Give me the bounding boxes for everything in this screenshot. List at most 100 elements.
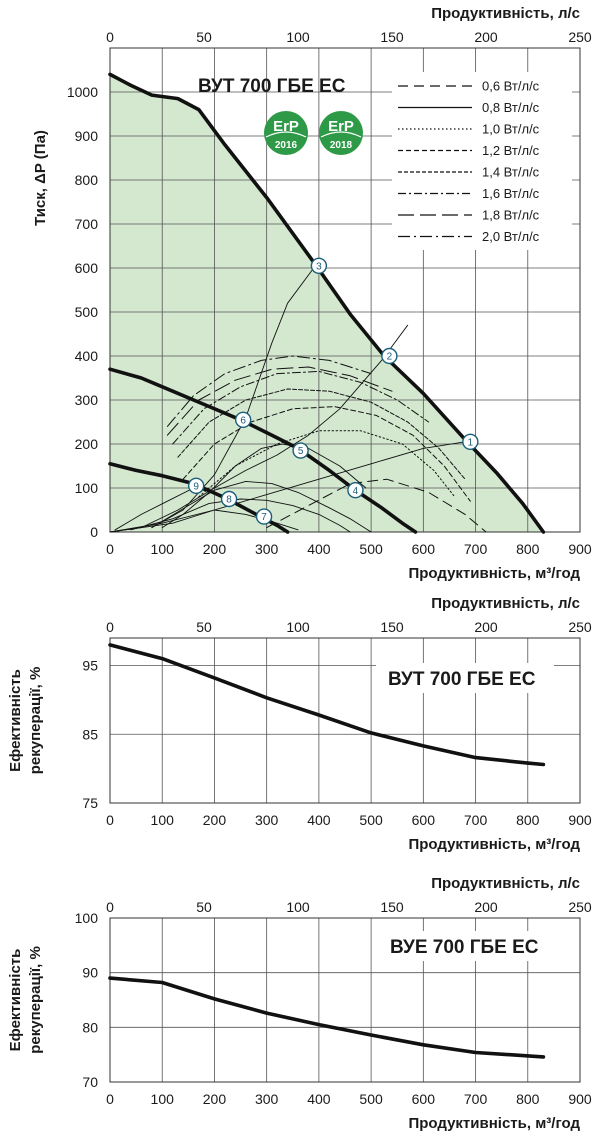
x2-tick-label: 200 bbox=[474, 29, 498, 45]
erp-badge-text: ErP bbox=[328, 118, 354, 135]
x2-tick-label: 250 bbox=[568, 899, 592, 915]
x-tick-label: 400 bbox=[307, 541, 331, 557]
legend-label: 1,6 Вт/л/с bbox=[482, 186, 540, 201]
operating-point-marker bbox=[234, 411, 252, 428]
x-tick-label: 300 bbox=[255, 541, 279, 557]
legend-label: 1,0 Вт/л/с bbox=[482, 122, 540, 137]
operating-point-label: 3 bbox=[316, 261, 322, 272]
x-tick-label: 400 bbox=[307, 1091, 331, 1107]
series-line-9 bbox=[161, 443, 367, 529]
y-tick-label: 700 bbox=[75, 216, 99, 232]
plot-frame bbox=[109, 637, 581, 804]
operating-point-label: 8 bbox=[226, 495, 232, 506]
operating-point-label: 9 bbox=[193, 481, 199, 492]
series-line-15 bbox=[177, 388, 466, 480]
y-tick-label: 600 bbox=[75, 260, 99, 276]
y-tick-label: 500 bbox=[75, 304, 99, 320]
x2-tick-label: 150 bbox=[380, 899, 404, 915]
series-line-1 bbox=[108, 643, 546, 767]
legend-label: 1,8 Вт/л/с bbox=[482, 208, 540, 223]
x2-axis-label: Продуктивність, л/с bbox=[431, 875, 580, 892]
y-tick-label: 400 bbox=[75, 348, 99, 364]
chart-title: ВУТ 700 ГБЕ ЕС bbox=[198, 76, 346, 97]
x2-tick-label: 0 bbox=[106, 619, 114, 635]
x2-tick-label: 100 bbox=[286, 619, 310, 635]
x-tick-label: 700 bbox=[464, 812, 488, 828]
y-tick-label: 0 bbox=[90, 524, 98, 540]
series-line-2 bbox=[108, 367, 418, 534]
legend-label: 0,6 Вт/л/с bbox=[482, 79, 540, 94]
series-line-13 bbox=[198, 430, 456, 498]
operating-point-label: 1 bbox=[468, 437, 474, 448]
operating-point-marker bbox=[292, 442, 309, 459]
series-line-16 bbox=[172, 370, 430, 445]
x2-tick-label: 50 bbox=[196, 619, 212, 635]
plot-frame bbox=[109, 917, 581, 1083]
chart-title: ВУТ 700 ГБЕ ЕС bbox=[388, 669, 536, 690]
x-tick-label: 900 bbox=[568, 812, 592, 828]
x-tick-label: 200 bbox=[203, 541, 227, 557]
series-line-8 bbox=[109, 509, 299, 533]
x-axis-label: Продуктивність, м³/год bbox=[408, 1115, 580, 1132]
y-tick-label: 85 bbox=[82, 726, 98, 742]
x2-tick-label: 0 bbox=[106, 899, 114, 915]
y-tick-label: 70 bbox=[82, 1074, 98, 1090]
x2-tick-label: 200 bbox=[474, 619, 498, 635]
x-tick-label: 900 bbox=[568, 1091, 592, 1107]
y-axis-label-line2: рекуперації, % bbox=[27, 667, 44, 775]
x-tick-label: 800 bbox=[516, 812, 540, 828]
x-tick-label: 400 bbox=[307, 812, 331, 828]
x-tick-label: 100 bbox=[151, 812, 175, 828]
x-tick-label: 0 bbox=[106, 541, 114, 557]
recovery-efficiency-chart-vue: 0 100 200 300 400 500 600 700 800 900 0 50 100 150 200… bbox=[7, 875, 592, 1132]
operating-point-marker bbox=[381, 347, 398, 365]
operating-point-label: 5 bbox=[298, 446, 304, 457]
series-line-17 bbox=[166, 366, 393, 436]
operating-point-marker bbox=[187, 477, 205, 494]
series-line-18 bbox=[166, 355, 372, 427]
chart-title: ВУЕ 700 ГБЕ ЕС bbox=[390, 937, 539, 958]
working-area-fill bbox=[110, 74, 544, 533]
series-line-11 bbox=[130, 498, 351, 533]
y-tick-label: 80 bbox=[82, 1019, 98, 1035]
series-line-4 bbox=[109, 324, 409, 533]
x-tick-label: 500 bbox=[359, 541, 383, 557]
y-axis-label: Ефективність рекуперації, % bbox=[7, 667, 44, 775]
legend-label: 0,8 Вт/л/с bbox=[482, 100, 540, 115]
x-tick-label: 600 bbox=[412, 1091, 436, 1107]
y-tick-label: 800 bbox=[75, 172, 99, 188]
x2-tick-label: 50 bbox=[196, 899, 212, 915]
operating-point-marker bbox=[347, 482, 364, 499]
legend-label: 1,2 Вт/л/с bbox=[482, 143, 540, 158]
erp-badge-icon bbox=[319, 111, 363, 155]
x2-tick-label: 50 bbox=[196, 29, 212, 45]
x-tick-label: 800 bbox=[516, 541, 540, 557]
series-line-1 bbox=[108, 976, 546, 1059]
x-tick-label: 200 bbox=[203, 1091, 227, 1107]
y-tick-label: 95 bbox=[82, 658, 98, 674]
x-tick-label: 500 bbox=[359, 812, 383, 828]
y-tick-label: 300 bbox=[75, 392, 99, 408]
x2-axis-label: Продуктивність, л/с bbox=[431, 595, 580, 612]
series-line-5 bbox=[109, 441, 466, 533]
x2-tick-label: 150 bbox=[380, 29, 404, 45]
erp-badge-icon bbox=[264, 111, 308, 155]
operating-point-label: 2 bbox=[387, 352, 393, 363]
operating-point-label: 4 bbox=[353, 486, 359, 497]
recovery-efficiency-chart-vut: 0 100 200 300 400 500 600 700 800 900 0 50 100 150 200… bbox=[7, 595, 592, 853]
y-axis-label: Ефективність рекуперації, % bbox=[7, 946, 44, 1054]
y-tick-label: 900 bbox=[75, 128, 99, 144]
x-tick-label: 0 bbox=[106, 1091, 114, 1107]
y-tick-label: 100 bbox=[75, 910, 99, 926]
y-tick-label: 200 bbox=[75, 436, 99, 452]
legend-box bbox=[392, 72, 572, 250]
x2-tick-label: 0 bbox=[106, 29, 114, 45]
y-tick-label: 75 bbox=[82, 795, 98, 811]
operating-point-label: 6 bbox=[240, 415, 246, 426]
erp-badge-year: 2016 bbox=[275, 140, 298, 151]
x2-tick-label: 150 bbox=[380, 619, 404, 635]
y-tick-label: 1000 bbox=[67, 84, 98, 100]
legend-label: 2,0 Вт/л/с bbox=[482, 229, 540, 244]
x-tick-label: 100 bbox=[151, 1091, 175, 1107]
